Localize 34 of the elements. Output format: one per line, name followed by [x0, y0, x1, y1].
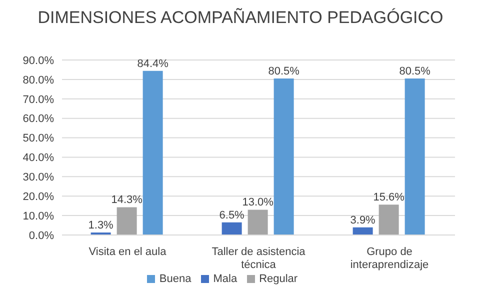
- data-label: 14.3%: [111, 194, 143, 206]
- bar: [274, 78, 294, 235]
- bar: [378, 204, 399, 235]
- bar: [222, 222, 242, 235]
- data-label: 1.3%: [88, 219, 114, 232]
- legend-label: Mala: [213, 273, 238, 285]
- y-tick-label: 30.0%: [22, 172, 54, 184]
- y-tick-label: 40.0%: [22, 152, 54, 164]
- y-tick-label: 70.0%: [22, 94, 54, 106]
- y-tick-label: 20.0%: [22, 191, 54, 204]
- bar: [352, 227, 373, 235]
- bar: [142, 70, 163, 235]
- data-label: 6.5%: [219, 209, 245, 222]
- legend-label: Buena: [159, 273, 192, 285]
- data-label: 13.0%: [242, 196, 274, 209]
- legend-label: Regular: [259, 273, 298, 285]
- bar: [116, 207, 137, 235]
- data-label: 84.4%: [137, 58, 169, 70]
- data-label: 80.5%: [399, 65, 431, 78]
- y-tick-label: 0.0%: [28, 230, 54, 242]
- x-tick-label: Grupo de interaprendizaje: [350, 246, 429, 271]
- y-tick-label: 80.0%: [22, 74, 54, 86]
- data-label: 15.6%: [373, 192, 405, 204]
- x-tick-label: Taller de asistencia técnica: [212, 246, 306, 271]
- bar: [404, 78, 425, 235]
- y-tick-label: 60.0%: [22, 113, 54, 126]
- y-tick-label: 10.0%: [22, 210, 54, 222]
- data-label: 80.5%: [268, 65, 300, 78]
- chart-title: DIMENSIONES ACOMPAÑAMIENTO PEDAGÓGICO: [36, 8, 444, 28]
- y-tick-label: 90.0%: [22, 54, 54, 67]
- x-tick-label: Visita en el aula: [88, 246, 168, 258]
- bar: [248, 210, 268, 235]
- data-label: 3.9%: [350, 214, 376, 226]
- y-tick-label: 50.0%: [22, 132, 54, 145]
